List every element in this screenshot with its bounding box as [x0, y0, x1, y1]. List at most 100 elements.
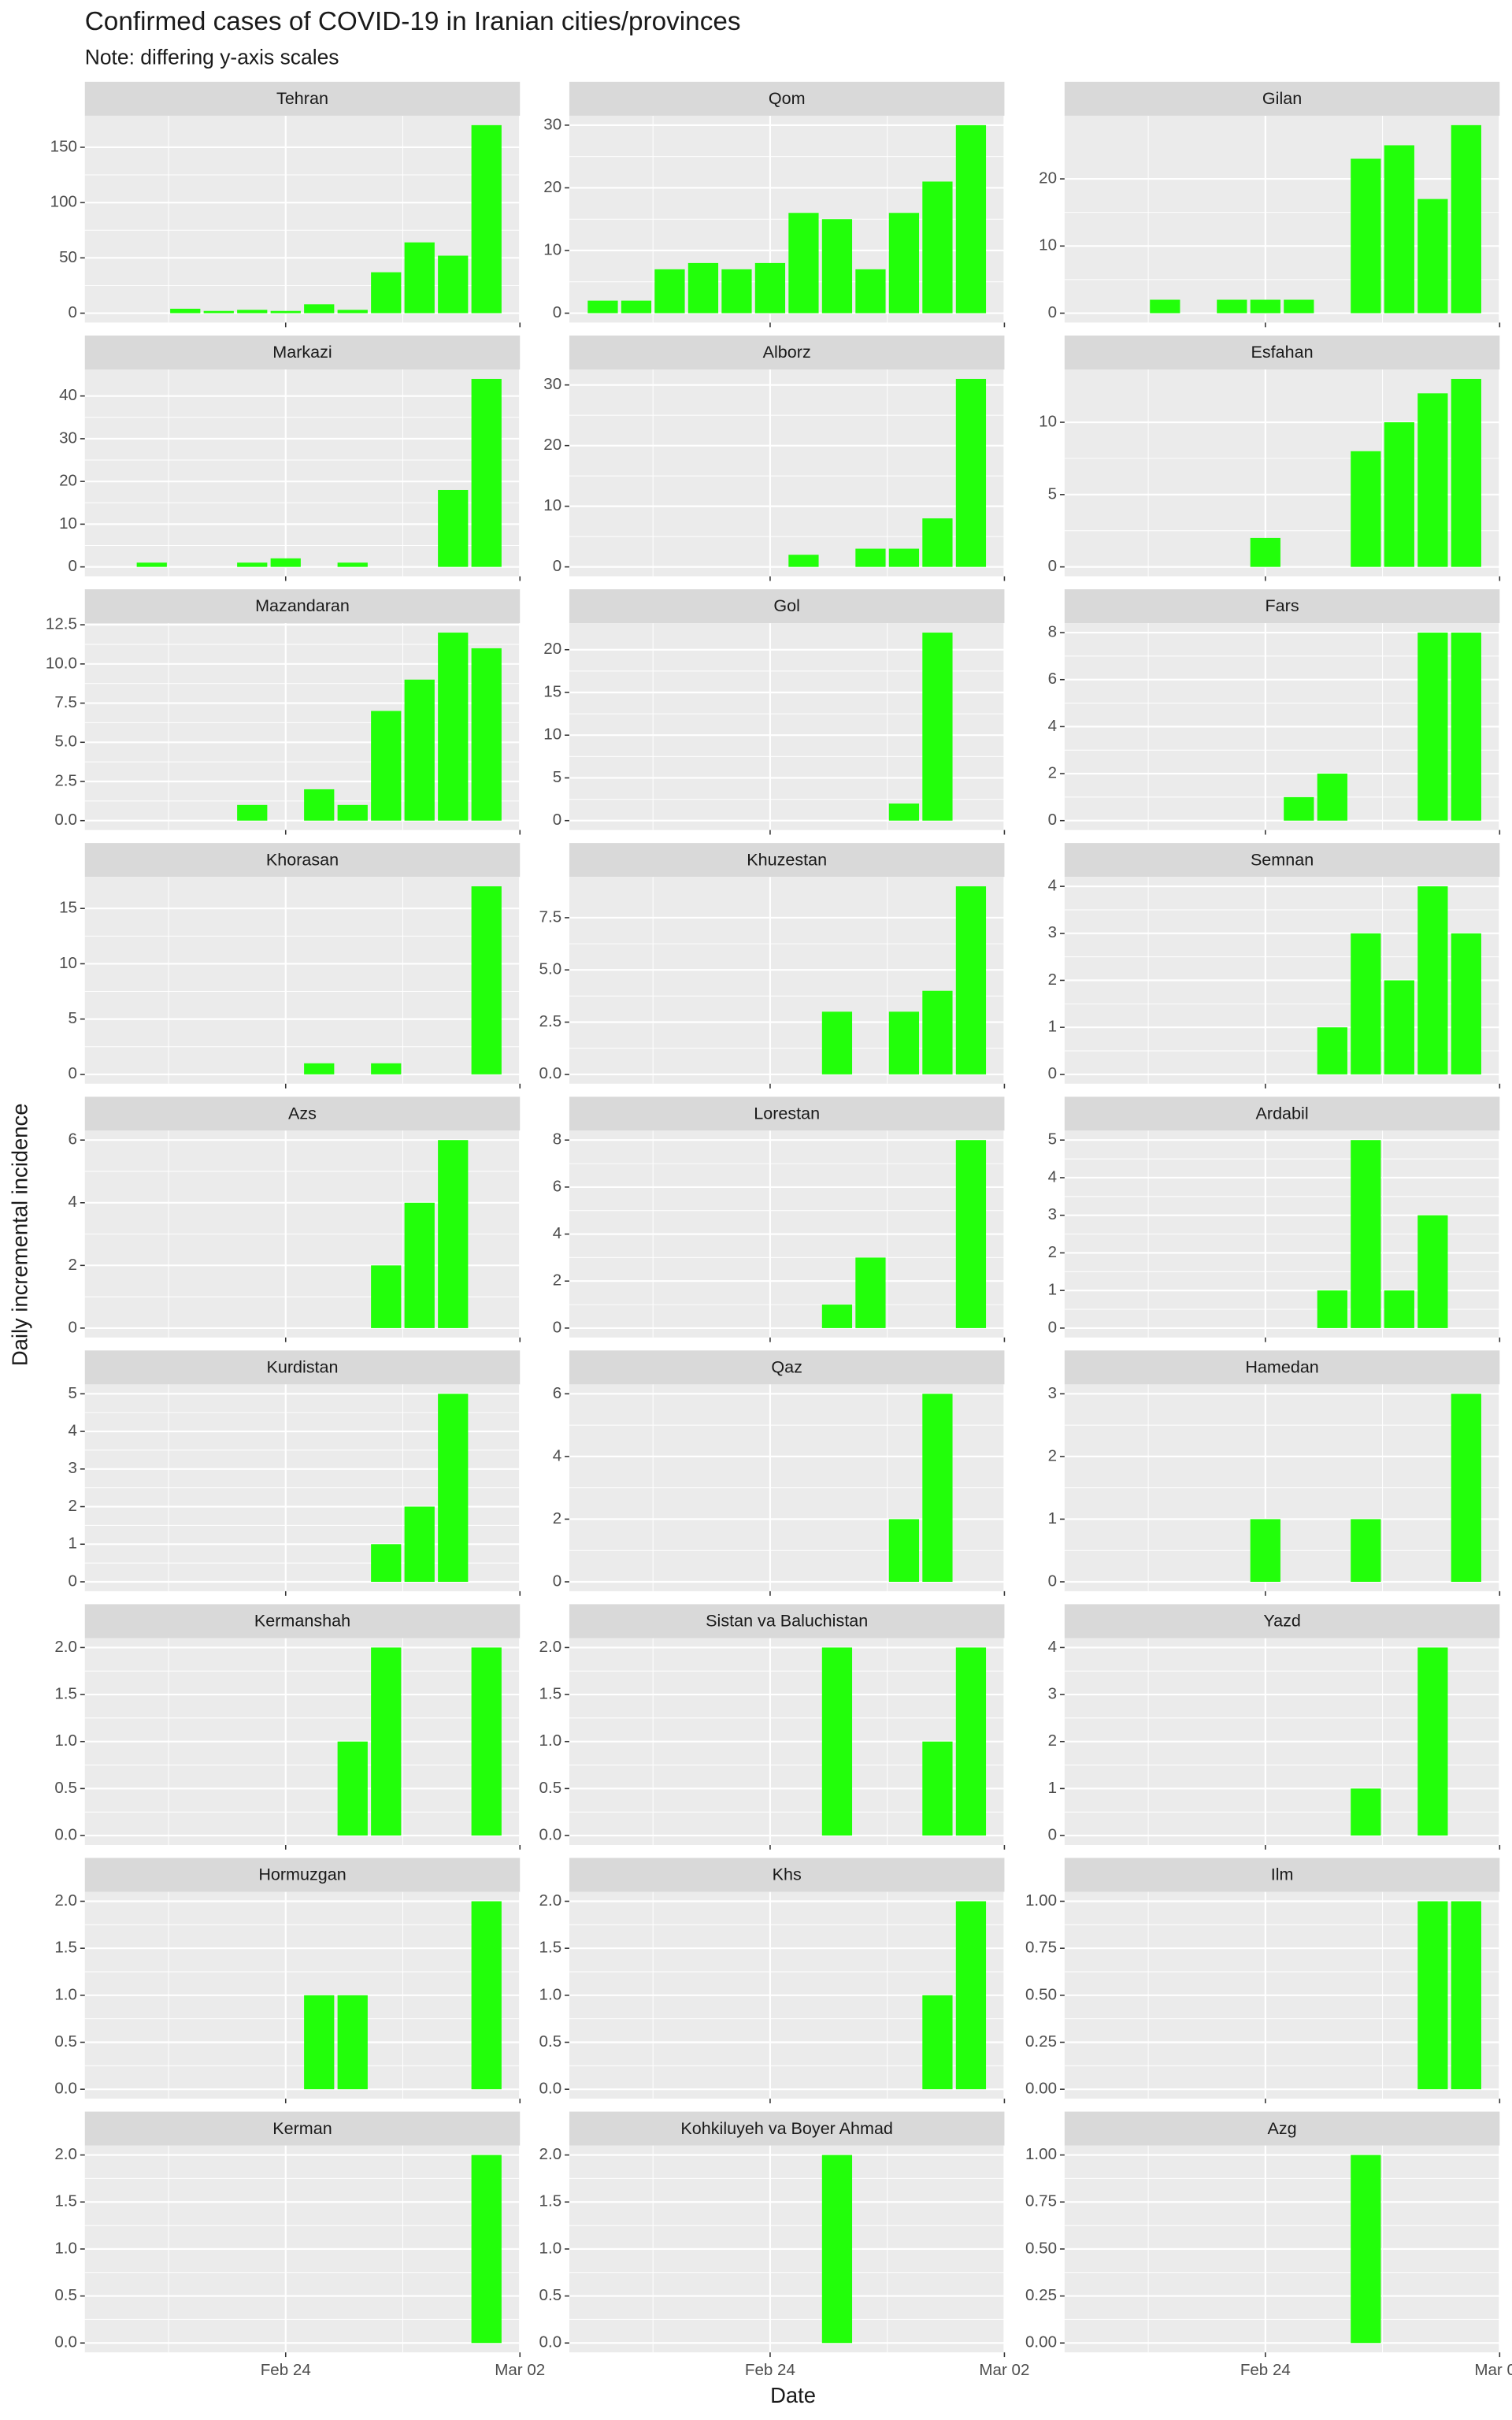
- strip: [569, 335, 1005, 370]
- strip: [84, 1604, 521, 1639]
- y-tick-label: 3: [1048, 1685, 1057, 1703]
- y-tick-label: 1.0: [539, 1985, 562, 2003]
- strip: [1064, 1858, 1500, 1892]
- strip: [569, 2111, 1005, 2146]
- bar: [955, 1647, 987, 1836]
- y-tick-label: 10: [543, 496, 561, 514]
- y-tick-label: 30: [543, 375, 561, 393]
- strip: [84, 1858, 521, 1892]
- y-tick-label: 4: [1048, 1167, 1057, 1186]
- y-tick-label: 3: [69, 1459, 77, 1477]
- y-tick-label: 2: [69, 1497, 77, 1515]
- y-tick-label: 6: [553, 1384, 561, 1402]
- bar: [955, 1901, 987, 2090]
- bar: [788, 213, 819, 314]
- bar: [438, 255, 469, 314]
- y-tick-label: 1.0: [539, 2239, 562, 2257]
- y-tick-label: 150: [50, 137, 77, 155]
- panel-title: Sistan va Baluchistan: [706, 1611, 868, 1631]
- y-tick-label: 0.0: [539, 1826, 562, 1844]
- y-tick-label: 0.5: [54, 2032, 77, 2051]
- y-tick-label: 5: [553, 768, 561, 786]
- y-tick-label: 1.00: [1025, 2145, 1057, 2163]
- y-tick-label: 1.0: [54, 1731, 77, 1750]
- y-tick-label: 2.0: [539, 1891, 562, 1910]
- y-tick-label: 0: [553, 811, 561, 829]
- y-tick-label: 30: [59, 429, 77, 447]
- y-tick-label: 20: [543, 436, 561, 454]
- bar: [687, 262, 719, 314]
- bar: [1384, 145, 1414, 314]
- bar: [471, 378, 502, 567]
- bar: [1217, 299, 1247, 314]
- y-tick-label: 1: [1048, 1281, 1057, 1299]
- bar: [304, 1063, 335, 1075]
- y-tick-label: 2: [553, 1509, 561, 1527]
- y-tick-label: 4: [553, 1446, 561, 1464]
- y-tick-label: 2.0: [54, 2145, 77, 2163]
- panel-title: Semnan: [1251, 849, 1314, 869]
- y-tick-label: 40: [59, 386, 77, 404]
- bar: [337, 1995, 368, 2090]
- bar: [471, 886, 502, 1075]
- bar: [438, 1140, 469, 1328]
- bar: [1150, 299, 1180, 314]
- bar: [1351, 158, 1381, 314]
- bar: [1351, 1140, 1381, 1328]
- x-tick-label: Feb 24: [1240, 2361, 1291, 2379]
- y-tick-label: 1.5: [54, 1685, 77, 1703]
- bar: [922, 181, 953, 314]
- strip: [1064, 81, 1500, 116]
- bar: [1451, 124, 1481, 314]
- y-tick-label: 0: [69, 1318, 77, 1336]
- panel-title: Esfahan: [1251, 342, 1314, 362]
- y-tick-label: 5.0: [539, 960, 562, 978]
- panel-title: Kurdistan: [266, 1357, 338, 1377]
- strip: [1064, 1604, 1500, 1639]
- y-tick-label: 0.0: [54, 1826, 77, 1844]
- y-tick-label: 1: [1048, 1018, 1057, 1036]
- bar: [337, 562, 368, 567]
- panel-title: Lorestan: [754, 1103, 820, 1123]
- bar: [821, 219, 853, 314]
- bar: [270, 558, 301, 567]
- y-tick-label: 0: [1048, 811, 1057, 829]
- bar: [471, 1901, 502, 2090]
- y-tick-label: 0.0: [54, 811, 77, 829]
- bar: [304, 1995, 335, 2090]
- y-tick-label: 2: [553, 1271, 561, 1290]
- bar: [136, 562, 167, 567]
- y-tick-label: 3: [1048, 923, 1057, 941]
- bar: [471, 1647, 502, 1836]
- strip: [1064, 1097, 1500, 1131]
- x-tick-label: Feb 24: [261, 2361, 311, 2379]
- y-tick-label: 4: [1048, 877, 1057, 895]
- y-tick-label: 4: [1048, 1638, 1057, 1656]
- y-tick-label: 20: [543, 640, 561, 658]
- strip: [84, 2111, 521, 2146]
- strip: [1064, 589, 1500, 624]
- bar: [371, 1063, 402, 1075]
- bar: [821, 2155, 853, 2344]
- panel-title: Gilan: [1262, 88, 1302, 108]
- bar: [1384, 980, 1414, 1075]
- y-tick-label: 5.0: [54, 733, 77, 751]
- y-tick-label: 7.5: [54, 693, 77, 711]
- chart-subtitle: Note: differing y-axis scales: [85, 45, 339, 69]
- bar: [1317, 1290, 1347, 1328]
- bar: [1418, 393, 1448, 567]
- y-tick-label: 0: [69, 557, 77, 575]
- bar: [1317, 774, 1347, 821]
- bar: [1418, 1901, 1448, 2090]
- y-tick-label: 50: [59, 248, 77, 266]
- bar: [237, 804, 268, 821]
- y-tick-label: 4: [553, 1224, 561, 1242]
- y-tick-label: 0: [69, 1064, 77, 1082]
- bar: [855, 1257, 886, 1328]
- y-tick-label: 2.0: [54, 1638, 77, 1656]
- bar: [888, 1519, 920, 1582]
- bar: [1418, 1215, 1448, 1328]
- bar: [1418, 633, 1448, 821]
- y-tick-label: 0.0: [54, 2333, 77, 2351]
- y-tick-label: 1.5: [54, 2192, 77, 2210]
